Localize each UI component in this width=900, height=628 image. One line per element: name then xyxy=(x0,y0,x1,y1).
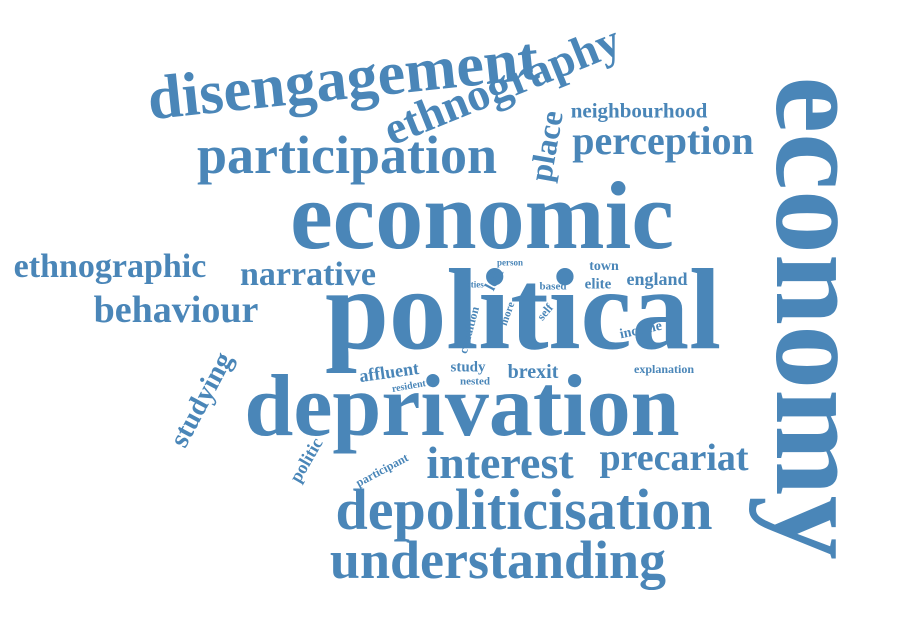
word-precariat: precariat xyxy=(599,437,749,479)
word-based: based xyxy=(539,280,567,293)
word-elite: elite xyxy=(584,276,612,293)
word-interest: interest xyxy=(426,437,574,488)
word-ethnographic: ethnographic xyxy=(13,248,207,285)
word-study: study xyxy=(450,359,486,376)
word-cities: cities xyxy=(464,279,484,290)
word-neighbourhood: neighbourhood xyxy=(570,98,708,123)
word-england: england xyxy=(626,269,688,289)
word-depoliticisation: depoliticisation xyxy=(335,477,713,542)
word-participation: participation xyxy=(196,125,498,185)
word-nested: nested xyxy=(460,375,490,388)
word-brexit: brexit xyxy=(507,361,559,383)
word-economy: economy xyxy=(749,76,891,560)
word-political: political xyxy=(324,246,722,374)
word-behaviour: behaviour xyxy=(93,289,259,331)
word-understanding: understanding xyxy=(329,530,667,590)
word-explanation: explanation xyxy=(633,362,695,376)
word-person: person xyxy=(496,257,524,268)
word-narrative: narrative xyxy=(240,256,376,293)
word-deprivation: deprivation xyxy=(244,358,680,455)
word-perception: perception xyxy=(572,118,754,163)
word-town: town xyxy=(589,259,619,274)
word-studying: studying xyxy=(163,347,240,453)
word-economic: economic xyxy=(290,162,674,269)
